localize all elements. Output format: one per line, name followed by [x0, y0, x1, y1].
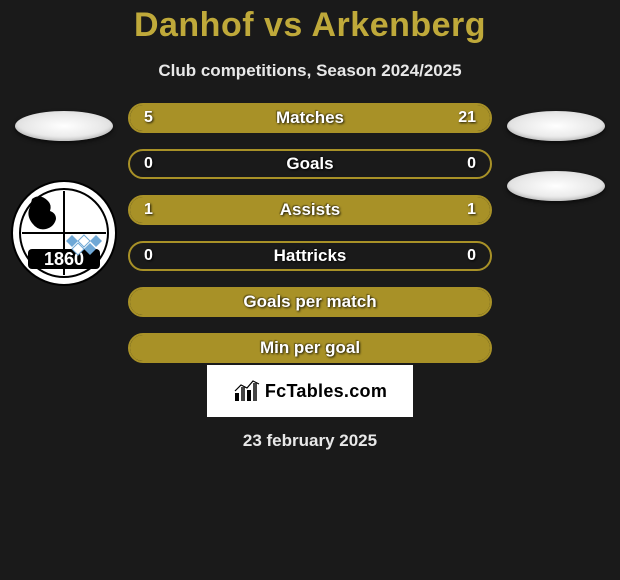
statbar-matches: 521Matches	[128, 103, 492, 133]
stat-label: Goals	[130, 151, 490, 177]
brand-bars-icon	[233, 377, 261, 405]
statbar-assists: 11Assists	[128, 195, 492, 225]
fill-left	[130, 335, 490, 361]
stat-value-left: 0	[144, 151, 153, 177]
fill-right	[310, 197, 490, 223]
fill-left	[130, 105, 198, 131]
club-crest-icon: 1860	[10, 179, 118, 287]
club-badge-right	[507, 171, 605, 201]
statbar-min-per-goal: Min per goal	[128, 333, 492, 363]
stat-value-right: 0	[467, 243, 476, 269]
brand-text: FcTables.com	[265, 381, 387, 402]
fill-left	[130, 197, 310, 223]
main-row: 1860 521Matches00Goals11Assists00Hattric…	[0, 103, 620, 363]
right-badges	[500, 103, 612, 363]
stat-label: Hattricks	[130, 243, 490, 269]
date-label: 23 february 2025	[243, 431, 377, 451]
statbar-goals-per-match: Goals per match	[128, 287, 492, 317]
fill-right	[198, 105, 490, 131]
left-badges: 1860	[8, 103, 120, 363]
statbar-goals: 0 0Goals	[128, 149, 492, 179]
stat-value-left: 0	[144, 243, 153, 269]
comparison-card: Danhof vs Arkenberg Club competitions, S…	[0, 0, 620, 451]
page-subtitle: Club competitions, Season 2024/2025	[158, 61, 461, 81]
brand-badge: FcTables.com	[207, 365, 413, 417]
fill-left	[130, 289, 490, 315]
club-logo-left: 1860	[10, 179, 118, 292]
stat-value-right: 0	[467, 151, 476, 177]
statbar-hattricks: 0 0Hattricks	[128, 241, 492, 271]
stat-bars: 521Matches00Goals11Assists00HattricksGoa…	[120, 103, 500, 363]
page-title: Danhof vs Arkenberg	[134, 6, 486, 45]
player-badge-right	[507, 111, 605, 141]
player-badge-left	[15, 111, 113, 141]
